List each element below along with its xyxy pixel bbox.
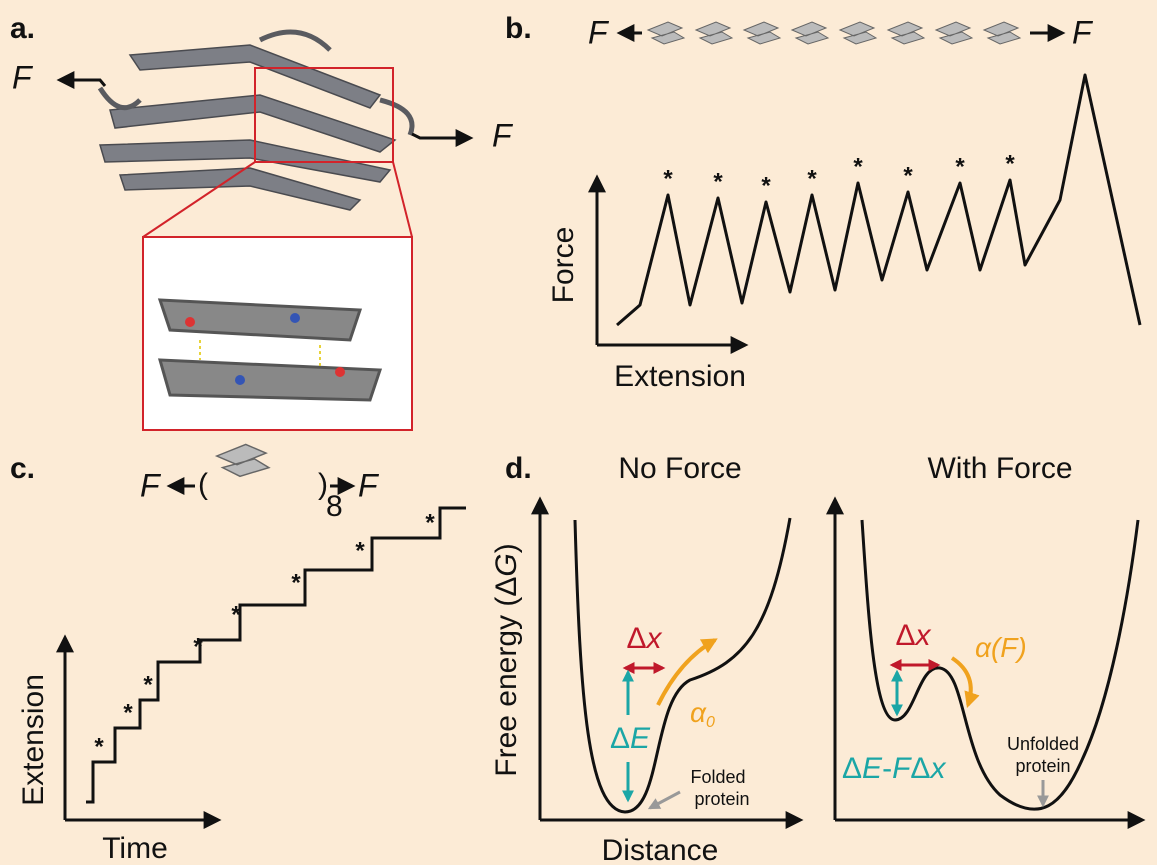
step-marker: * (231, 601, 241, 628)
step-marker: * (94, 733, 104, 760)
protein-chain (648, 22, 1020, 44)
force-label: F (1072, 14, 1094, 50)
step-marker: * (355, 537, 365, 564)
panel-label: a. (10, 12, 35, 45)
peak-marker: * (1005, 150, 1015, 177)
peak-marker: * (955, 153, 965, 180)
axis-label: Extension (614, 360, 746, 393)
force-label: F (140, 467, 162, 503)
barrier-label: ΔE-FΔx (842, 752, 946, 785)
force-label: F (12, 59, 34, 95)
axis-label: Force (547, 227, 580, 304)
force-arrow (412, 134, 470, 138)
state-arrow (650, 792, 680, 808)
figure: a. F F b. F F Force Extension * * * * * * * * c… (0, 0, 1157, 865)
state-label: Folded (690, 767, 745, 787)
force-trace (617, 75, 1140, 325)
panel-label: d. (505, 452, 532, 485)
repeat-count: 8 (326, 490, 343, 523)
panel-title: With Force (927, 452, 1072, 485)
peak-marker: * (853, 153, 863, 180)
peak-marker: * (663, 165, 673, 192)
dx-label: Δx (626, 622, 662, 655)
force-label: F (492, 117, 514, 153)
step-marker: * (291, 569, 301, 596)
peak-marker: * (713, 168, 723, 195)
step-marker: * (123, 699, 133, 726)
force-arrow (60, 80, 105, 86)
axis-label: Extension (17, 674, 50, 806)
step-marker: * (193, 633, 203, 660)
state-label: protein (1015, 756, 1070, 776)
axis-label: Distance (602, 834, 719, 865)
step-marker: * (425, 509, 435, 536)
peak-marker: * (903, 162, 913, 189)
dx-label: Δx (895, 619, 931, 652)
peak-marker: * (761, 172, 771, 199)
rate-label: α(F) (975, 632, 1027, 663)
force-label: F (588, 14, 610, 50)
extension-trace (86, 508, 466, 802)
axis-label: Time (102, 832, 168, 865)
force-label: F (358, 467, 380, 503)
panel-label: c. (10, 452, 35, 485)
state-label: protein (694, 789, 749, 809)
step-marker: * (143, 671, 153, 698)
rate-label: α0 (690, 697, 715, 731)
peak-marker: * (807, 165, 817, 192)
paren: ( (198, 468, 208, 501)
axis-label: Free energy (ΔG) (490, 543, 523, 776)
state-label: Unfolded (1007, 734, 1079, 754)
panel-title: No Force (618, 452, 741, 485)
panel-label: b. (505, 12, 532, 45)
de-label: ΔE (610, 722, 651, 755)
